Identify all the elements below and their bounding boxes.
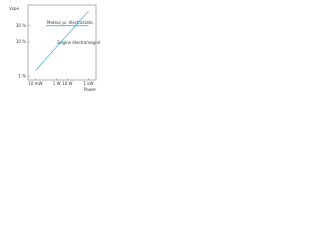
series-label: Moteur pi. électrostatic [47,20,93,25]
y-axis-label: Vspe [9,6,19,11]
x-tick-label: 1 kW [84,81,94,86]
y-tick-label: 1 % [18,74,26,79]
chart: Vspe Power 1 % 10 % 30 % 10 mW 1 W 10 W 1 kW Mo… [9,4,100,92]
y-tick-label: 30 % [16,23,26,28]
y-tick-label: 10 % [16,39,26,44]
x-tick-label: 10 mW [28,81,42,86]
series-label: Engine électromagnétique [57,40,100,45]
x-tick-label: 1 W [53,81,61,86]
series-line [35,10,89,71]
x-axis-label: Power [84,87,96,92]
x-tick-label: 10 W [62,81,72,86]
plot-frame [27,4,97,81]
